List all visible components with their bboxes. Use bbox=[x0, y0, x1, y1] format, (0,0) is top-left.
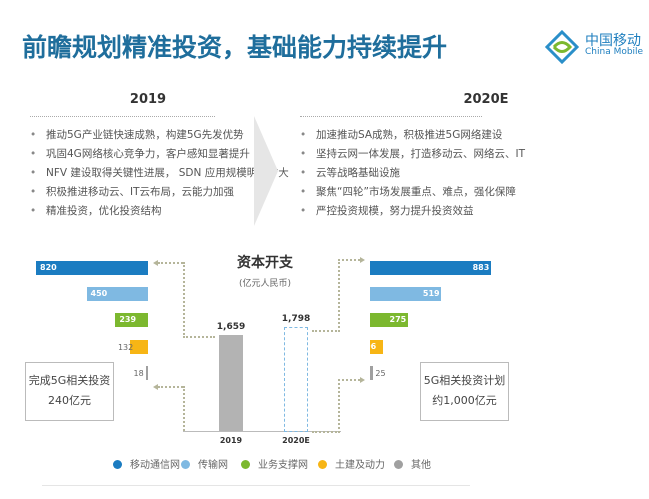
page-title: 前瞻规划精准投资，基础能力持续提升 bbox=[22, 33, 448, 62]
bar-value-label: 275 bbox=[389, 315, 407, 324]
legend-label: 业务支撑网 bbox=[258, 460, 308, 471]
bar-2019-0 bbox=[36, 261, 148, 275]
chart-title: 资本开支 bbox=[237, 255, 293, 271]
logo-text-en: China Mobile bbox=[585, 47, 644, 57]
connector bbox=[338, 379, 360, 381]
bar-2020e-2 bbox=[370, 313, 408, 327]
legend-dot-icon bbox=[318, 460, 327, 469]
bar-value-label: 820 bbox=[40, 263, 57, 272]
note-text: 约1,000亿元 bbox=[432, 394, 497, 407]
total-bar-2020e bbox=[284, 326, 308, 432]
bar-value-label: 519 bbox=[422, 289, 440, 298]
bar-value-label: 883 bbox=[472, 263, 490, 272]
bar-2019-2 bbox=[115, 313, 148, 327]
list-item: 巩固4G网络核心竞争力，客户感知显著提升 bbox=[28, 145, 289, 164]
legend-item: 业务支撑网 bbox=[241, 456, 308, 471]
connector bbox=[183, 262, 215, 338]
china-mobile-logo-icon bbox=[545, 30, 579, 64]
left-year-heading: 2019 bbox=[129, 92, 167, 107]
list-item: 聚焦“四轮”市场发展重点、难点，强化保障 bbox=[298, 183, 525, 202]
x-tick-label: 2020E bbox=[282, 436, 310, 445]
bar-2020e-4 bbox=[370, 366, 374, 380]
legend-item: 传输网 bbox=[181, 456, 228, 471]
arrow-left-icon bbox=[153, 384, 158, 390]
arrow-right-icon bbox=[360, 257, 365, 263]
bar-2020e-3 bbox=[370, 340, 384, 354]
legend-dot-icon bbox=[181, 460, 190, 469]
connector bbox=[312, 259, 340, 332]
bar-2020e-1 bbox=[370, 287, 441, 301]
divider bbox=[300, 116, 482, 117]
list-item: 云等战略基础设施 bbox=[298, 164, 525, 183]
x-axis bbox=[183, 431, 341, 432]
connector bbox=[312, 379, 340, 433]
bar-2019-4 bbox=[145, 366, 148, 380]
note-text: 5G相关投资计划 bbox=[423, 374, 506, 387]
note-box-left: 完成5G相关投资 240亿元 bbox=[25, 362, 114, 421]
bar-2019-1 bbox=[86, 287, 148, 301]
left-bullet-list: 推动5G产业链快速成熟，构建5G先发优势 巩固4G网络核心竞争力，客户感知显著提… bbox=[28, 126, 289, 221]
legend-item: 其他 bbox=[394, 456, 431, 471]
total-label: 1,659 bbox=[216, 322, 246, 332]
list-item: 推动5G产业链快速成熟，构建5G先发优势 bbox=[28, 126, 289, 145]
bar-value-label: 25 bbox=[375, 369, 386, 378]
bar-2019-3 bbox=[129, 340, 148, 354]
legend-label: 传输网 bbox=[198, 460, 228, 471]
legend-label: 其他 bbox=[411, 460, 431, 471]
bar-2020e-0 bbox=[370, 261, 491, 275]
right-bullet-list: 加速推动SA成熟，积极推进5G网络建设 坚持云网一体发展，打造移动云、网络云、I… bbox=[298, 126, 525, 221]
total-bar-2019 bbox=[219, 335, 243, 431]
connector bbox=[183, 386, 185, 431]
legend-label: 土建及动力 bbox=[335, 460, 385, 471]
legend-item: 土建及动力 bbox=[318, 456, 385, 471]
legend-item: 移动通信网 bbox=[113, 456, 180, 471]
legend-dot-icon bbox=[394, 460, 403, 469]
bar-value-label: 450 bbox=[90, 289, 108, 298]
x-tick-label: 2019 bbox=[219, 436, 243, 445]
list-item: 加速推动SA成熟，积极推进5G网络建设 bbox=[298, 126, 525, 145]
legend-dot-icon bbox=[113, 460, 122, 469]
list-item: 严控投资规模，努力提升投资效益 bbox=[298, 202, 525, 221]
right-year-heading: 2020E bbox=[463, 92, 509, 107]
connector bbox=[158, 386, 183, 388]
divider bbox=[30, 116, 215, 117]
connector bbox=[338, 259, 360, 261]
total-label: 1,798 bbox=[281, 313, 311, 324]
list-item: 坚持云网一体发展，打造移动云、网络云、IT bbox=[298, 145, 525, 164]
bar-value-label: 132 bbox=[117, 343, 134, 352]
china-mobile-logo: 中国移动 China Mobile bbox=[545, 30, 645, 64]
legend-dot-icon bbox=[241, 460, 250, 469]
bar-value-label: 239 bbox=[119, 315, 137, 324]
note-text: 完成5G相关投资 bbox=[28, 374, 111, 387]
note-text: 240亿元 bbox=[48, 394, 91, 407]
list-item: NFV 建设取得关键性进展， SDN 应用规模明显扩大 bbox=[28, 164, 289, 183]
list-item: 积极推进移动云、IT云布局，云能力加强 bbox=[28, 183, 289, 202]
arrow-left-icon bbox=[153, 260, 158, 266]
note-box-right: 5G相关投资计划 约1,000亿元 bbox=[420, 362, 509, 421]
divider bbox=[42, 485, 470, 486]
logo-text-cn: 中国移动 bbox=[585, 33, 641, 49]
list-item: 精准投资，优化投资结构 bbox=[28, 202, 289, 221]
chart-subtitle: (亿元人民币) bbox=[238, 279, 292, 289]
chevron-right-icon bbox=[254, 116, 278, 226]
bar-value-label: 96 bbox=[365, 342, 377, 351]
bar-value-label: 18 bbox=[133, 369, 144, 378]
legend-label: 移动通信网 bbox=[130, 460, 180, 471]
connector bbox=[158, 262, 183, 264]
arrow-right-icon bbox=[360, 377, 365, 383]
